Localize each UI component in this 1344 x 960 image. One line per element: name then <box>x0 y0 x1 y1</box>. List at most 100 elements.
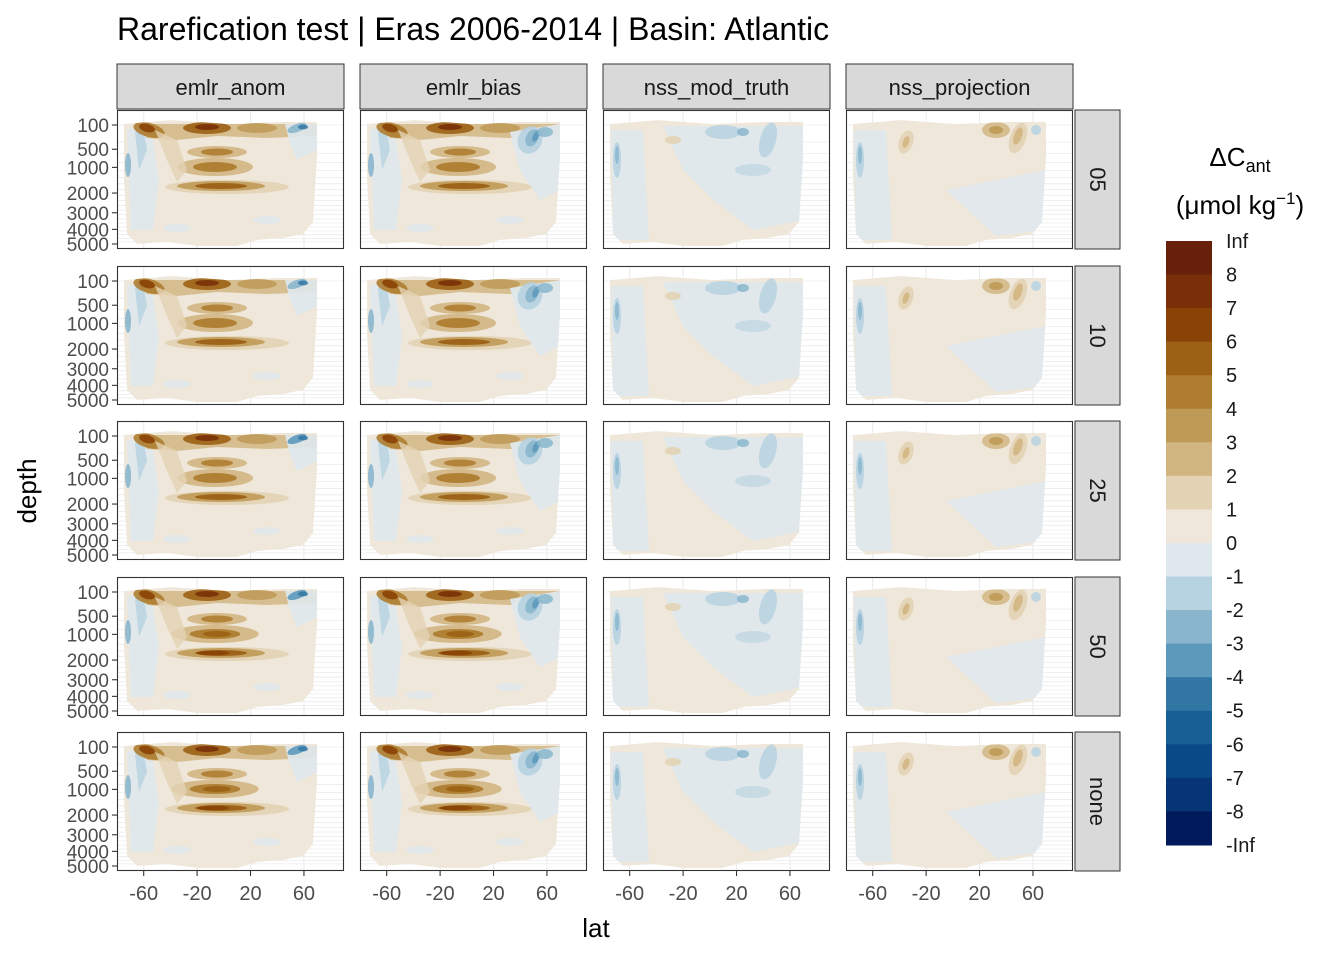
legend-label: 8 <box>1226 265 1237 287</box>
legend-label: -Inf <box>1226 835 1255 857</box>
legend-label: 7 <box>1226 298 1237 320</box>
y-tick-label: 5000 <box>67 857 109 878</box>
panel-emlr_bias-10 <box>359 265 588 406</box>
y-tick-label: 1000 <box>67 158 109 179</box>
legend-label: -6 <box>1226 734 1244 756</box>
y-tick-label: 2000 <box>67 495 109 516</box>
legend-key <box>1166 341 1212 376</box>
y-axis-title: depth <box>12 458 42 523</box>
strip-nss_projection <box>845 63 1074 110</box>
y-tick-label: 4000 <box>67 842 109 863</box>
panel-nss_projection-10 <box>845 265 1074 406</box>
contour-fill <box>610 120 803 246</box>
legend-key <box>1166 811 1212 846</box>
legend-unit: (μmol kg−1) <box>1176 189 1304 220</box>
strip-label-none: none <box>1085 777 1110 826</box>
legend-unit-superscript: −1 <box>1276 189 1295 208</box>
row-strips: 05 10 25 50 none <box>1074 109 1121 872</box>
contour-fill <box>853 431 1046 557</box>
contour-fill <box>124 587 317 713</box>
y-tick-label: 500 <box>77 296 109 317</box>
legend-key <box>1166 308 1212 343</box>
strip-label-05: 05 <box>1085 167 1110 191</box>
y-tick-label: 1000 <box>67 469 109 490</box>
x-tick-label: -60 <box>372 883 401 905</box>
y-tick-label: 2000 <box>67 651 109 672</box>
legend-label: -2 <box>1226 600 1244 622</box>
panel-nss_mod_truth-50 <box>602 576 831 717</box>
y-tick-label: 100 <box>77 427 109 448</box>
y-tick-label: 5000 <box>67 546 109 567</box>
legend-label: -5 <box>1226 701 1244 723</box>
y-tick-label: 100 <box>77 116 109 137</box>
legend-title-subscript: ant <box>1246 156 1271 176</box>
panel-emlr_bias-05 <box>359 109 588 250</box>
x-tick-label: 60 <box>536 883 558 905</box>
legend-key <box>1166 677 1212 712</box>
legend-key <box>1166 643 1212 678</box>
y-tick-label: 5000 <box>67 391 109 412</box>
contour-fill <box>367 431 560 557</box>
strip-label-nss_mod_truth: nss_mod_truth <box>644 75 790 100</box>
legend-label: 0 <box>1226 533 1237 555</box>
contour-fill <box>853 587 1046 713</box>
y-tick-label: 500 <box>77 451 109 472</box>
contour-fill <box>610 742 803 868</box>
legend-keys <box>1166 241 1212 846</box>
panel-nss_mod_truth-none <box>602 731 831 872</box>
y-tick-label: 3000 <box>67 515 109 536</box>
panel-emlr_bias-50 <box>359 576 588 717</box>
y-tick-label: 3000 <box>67 671 109 692</box>
x-tick-label: 60 <box>779 883 801 905</box>
y-tick-label: 1000 <box>67 780 109 801</box>
strip-label-emlr_anom: emlr_anom <box>175 75 285 100</box>
y-axes: 1005001000200030004000500010050010002000… <box>67 116 117 878</box>
panel-emlr_anom-10 <box>116 265 345 406</box>
strip-label-10: 10 <box>1085 323 1110 347</box>
strip-emlr_anom <box>116 63 345 110</box>
legend-key <box>1166 375 1212 410</box>
y-tick-label: 500 <box>77 762 109 783</box>
x-tick-label: -20 <box>183 883 212 905</box>
panel-nss_mod_truth-10 <box>602 265 831 406</box>
y-tick-label: 3000 <box>67 826 109 847</box>
contour-fill <box>853 120 1046 246</box>
legend-key <box>1166 777 1212 812</box>
contour-fill <box>367 587 560 713</box>
panel-nss_projection-05 <box>845 109 1074 250</box>
chart-title: Rarefication test | Eras 2006-2014 | Bas… <box>117 11 829 47</box>
y-tick-label: 2000 <box>67 806 109 827</box>
contour-fill <box>853 276 1046 402</box>
strip-label-25: 25 <box>1085 478 1110 502</box>
legend-label: -3 <box>1226 634 1244 656</box>
x-tick-label: -20 <box>912 883 941 905</box>
y-tick-label: 3000 <box>67 204 109 225</box>
strip-nss_mod_truth <box>602 63 831 110</box>
strip-10 <box>1074 265 1121 406</box>
legend-label: 1 <box>1226 499 1237 521</box>
legend-key <box>1166 442 1212 477</box>
legend-key <box>1166 610 1212 645</box>
y-tick-label: 100 <box>77 583 109 604</box>
legend-label: 3 <box>1226 432 1237 454</box>
legend-key <box>1166 475 1212 510</box>
panel-nss_mod_truth-25 <box>602 420 831 561</box>
legend: ΔCant (μmol kg−1) Inf 8 7 6 5 4 3 2 1 0 -1 -2 -3 -4 -5… <box>1166 142 1304 857</box>
legend-key <box>1166 274 1212 309</box>
strip-emlr_bias <box>359 63 588 110</box>
strip-none <box>1074 731 1121 872</box>
legend-unit-close: ) <box>1295 190 1304 220</box>
panel-emlr_anom-50 <box>116 576 345 717</box>
x-tick-label: 20 <box>725 883 747 905</box>
contour-fill <box>367 120 560 246</box>
y-tick-label: 100 <box>77 272 109 293</box>
panel-nss_projection-50 <box>845 576 1074 717</box>
legend-key <box>1166 241 1212 276</box>
strip-25 <box>1074 420 1121 561</box>
strip-label-emlr_bias: emlr_bias <box>426 75 521 100</box>
x-axis-nss_projection: -60 -20 20 60 <box>858 871 1044 905</box>
